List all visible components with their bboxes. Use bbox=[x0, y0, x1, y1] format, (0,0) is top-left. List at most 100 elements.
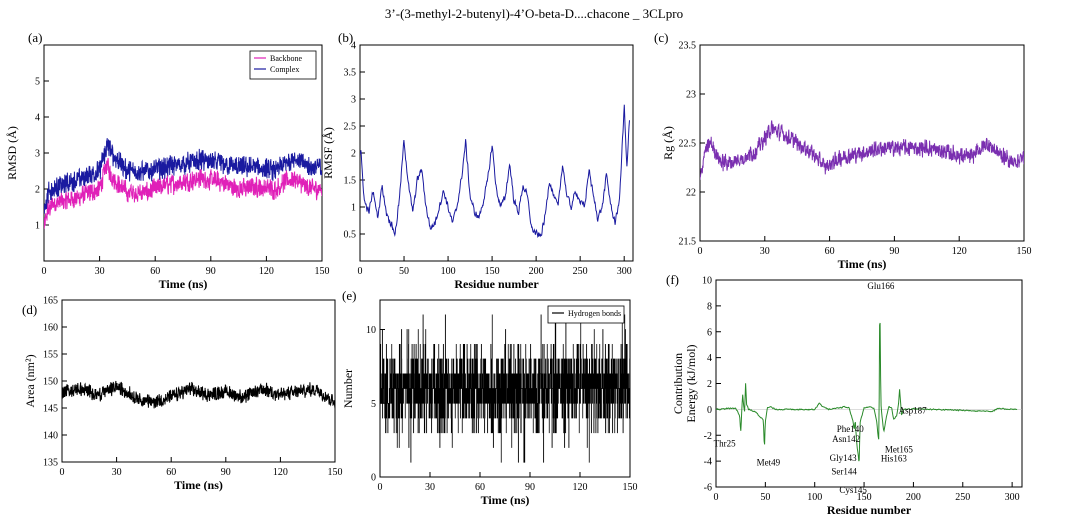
y-tick-label-b: 2.5 bbox=[344, 122, 357, 133]
x-tick-label-f: 200 bbox=[906, 492, 921, 503]
series-line-e-hydrogen-bonds bbox=[380, 314, 630, 463]
y-tick-label-c: 21.5 bbox=[679, 237, 697, 248]
x-axis-label-b: Residue number bbox=[454, 277, 539, 291]
x-tick-label-c: 150 bbox=[1017, 246, 1032, 257]
y-tick-label-e: 10 bbox=[366, 325, 376, 336]
series-line-f-contribution-energy bbox=[716, 322, 1018, 462]
panel-e: (e) 0 30 60 90 120 150 0 5 10 Time (ns) Number Hydro… bbox=[341, 288, 638, 507]
y-axis-label-a: RMSD (Å) bbox=[5, 126, 19, 180]
x-tick-label-a: 0 bbox=[42, 266, 47, 277]
annotation-asp187: Asp187 bbox=[899, 406, 928, 416]
y-tick-label-d: 150 bbox=[43, 377, 58, 388]
x-tick-label-e: 150 bbox=[623, 482, 638, 493]
panel-f: (f) 0 50 100 150 200 250 300 -6 -4 -2 0 2 4 6 8 10 Residu… bbox=[666, 272, 1023, 517]
y-tick-label-b: 1 bbox=[351, 203, 356, 214]
plot-frame-d bbox=[61, 299, 336, 463]
x-tick-label-c: 30 bbox=[760, 246, 770, 257]
x-tick-label-c: 90 bbox=[889, 246, 899, 257]
y-tick-label-c: 22 bbox=[686, 188, 696, 199]
annotation-phe140: Phe140 bbox=[837, 424, 865, 434]
series-line-d-area bbox=[62, 380, 335, 409]
annotation-gly143: Gly143 bbox=[830, 453, 858, 463]
x-axis-label-a: Time (ns) bbox=[159, 277, 208, 291]
panel-a: (a) 0 30 60 90 120 150 1 2 3 4 5 Time (ns) RMSD (Å) Ba… bbox=[5, 30, 330, 291]
x-tick-label-f: 100 bbox=[807, 492, 822, 503]
x-tick-label-e: 60 bbox=[475, 482, 485, 493]
y-axis-label-d: Area (nm²) bbox=[23, 354, 37, 407]
y-tick-label-a: 5 bbox=[35, 77, 40, 88]
x-tick-label-e: 90 bbox=[525, 482, 535, 493]
annotation-cys145: Cys145 bbox=[839, 485, 867, 495]
x-tick-label-e: 120 bbox=[573, 482, 588, 493]
panel-label-d: (d) bbox=[22, 302, 37, 317]
annotation-asn142: Asn142 bbox=[832, 434, 860, 444]
y-tick-label-a: 4 bbox=[35, 113, 40, 124]
series-line-c-rg bbox=[700, 120, 1024, 180]
y-tick-label-f: -2 bbox=[704, 431, 712, 442]
x-tick-label-b: 100 bbox=[441, 266, 456, 277]
y-tick-label-f: 8 bbox=[707, 301, 712, 312]
x-tick-label-f: 50 bbox=[760, 492, 770, 503]
x-tick-label-d: 60 bbox=[166, 467, 176, 478]
y-tick-label-a: 3 bbox=[35, 149, 40, 160]
y-tick-label-f: -4 bbox=[704, 457, 712, 468]
figure-title: 3’-(3-methyl-2-butenyl)-4’O-beta-D....ch… bbox=[384, 6, 684, 21]
y-tick-label-b: 2 bbox=[351, 149, 356, 160]
panel-label-e: (e) bbox=[342, 288, 356, 303]
y-axis-label-b: RMSF (Å) bbox=[321, 127, 335, 179]
annotation-met49: Met49 bbox=[757, 457, 781, 467]
y-tick-label-f: -6 bbox=[704, 483, 712, 494]
y-tick-label-f: 10 bbox=[702, 276, 712, 287]
x-axis-label-c: Time (ns) bbox=[838, 257, 887, 271]
annotation-thr25: Thr25 bbox=[714, 439, 736, 449]
y-axis-label-f: Contribution bbox=[671, 353, 685, 414]
y-tick-label-d: 155 bbox=[43, 350, 58, 361]
x-tick-label-d: 120 bbox=[273, 467, 288, 478]
x-tick-label-e: 30 bbox=[425, 482, 435, 493]
y-tick-label-d: 165 bbox=[43, 296, 58, 307]
y-tick-label-e: 0 bbox=[371, 473, 376, 484]
panel-label-a: (a) bbox=[28, 30, 42, 45]
y-axis-label-f: Energy (kJ/mol) bbox=[684, 344, 698, 422]
x-tick-label-c: 120 bbox=[952, 246, 967, 257]
x-tick-label-a: 30 bbox=[95, 266, 105, 277]
x-axis-label-d: Time (ns) bbox=[174, 478, 223, 492]
panel-b: (b) 0 50 100 150 200 250 300 0.5 1 1.5 2 2.5 3 3.5 4 Res… bbox=[321, 30, 634, 291]
series-line-a-backbone bbox=[44, 157, 322, 229]
legend-entry-a: Complex bbox=[270, 65, 299, 74]
x-tick-label-a: 150 bbox=[315, 266, 330, 277]
legend-entry-a: Backbone bbox=[270, 54, 302, 63]
x-tick-label-d: 30 bbox=[112, 467, 122, 478]
x-tick-label-f: 250 bbox=[955, 492, 970, 503]
x-tick-label-c: 0 bbox=[698, 246, 703, 257]
y-tick-label-c: 23 bbox=[686, 90, 696, 101]
y-tick-label-a: 2 bbox=[35, 185, 40, 196]
legend-entry-e: Hydrogen bonds bbox=[568, 309, 621, 318]
x-tick-label-b: 0 bbox=[358, 266, 363, 277]
y-tick-label-d: 135 bbox=[43, 458, 58, 469]
x-tick-label-e: 0 bbox=[378, 482, 383, 493]
plot-frame-f bbox=[715, 279, 1023, 488]
x-tick-label-b: 250 bbox=[573, 266, 588, 277]
y-axis-label-c: Rg (Å) bbox=[661, 126, 675, 160]
y-tick-label-d: 140 bbox=[43, 431, 58, 442]
x-tick-label-b: 150 bbox=[485, 266, 500, 277]
y-tick-label-f: 6 bbox=[707, 327, 712, 338]
x-axis-label-f: Residue number bbox=[827, 503, 912, 517]
y-tick-label-b: 3.5 bbox=[344, 68, 357, 79]
x-tick-label-b: 300 bbox=[617, 266, 632, 277]
y-tick-label-c: 23.5 bbox=[679, 41, 697, 52]
x-tick-label-f: 150 bbox=[857, 492, 872, 503]
y-tick-label-d: 145 bbox=[43, 404, 58, 415]
y-tick-label-a: 1 bbox=[35, 221, 40, 232]
annotation-glu166: Glu166 bbox=[867, 281, 895, 291]
x-tick-label-d: 90 bbox=[221, 467, 231, 478]
y-tick-label-b: 0.5 bbox=[344, 230, 357, 241]
x-tick-label-c: 60 bbox=[825, 246, 835, 257]
panel-label-c: (c) bbox=[654, 30, 668, 45]
x-axis-label-e: Time (ns) bbox=[481, 493, 530, 507]
panel-c: (c) 0 30 60 90 120 150 21.5 22 22.5 23 23.5 Time (ns… bbox=[654, 30, 1032, 271]
x-tick-label-a: 90 bbox=[206, 266, 216, 277]
y-tick-label-e: 5 bbox=[371, 399, 376, 410]
y-tick-label-c: 22.5 bbox=[679, 139, 697, 150]
